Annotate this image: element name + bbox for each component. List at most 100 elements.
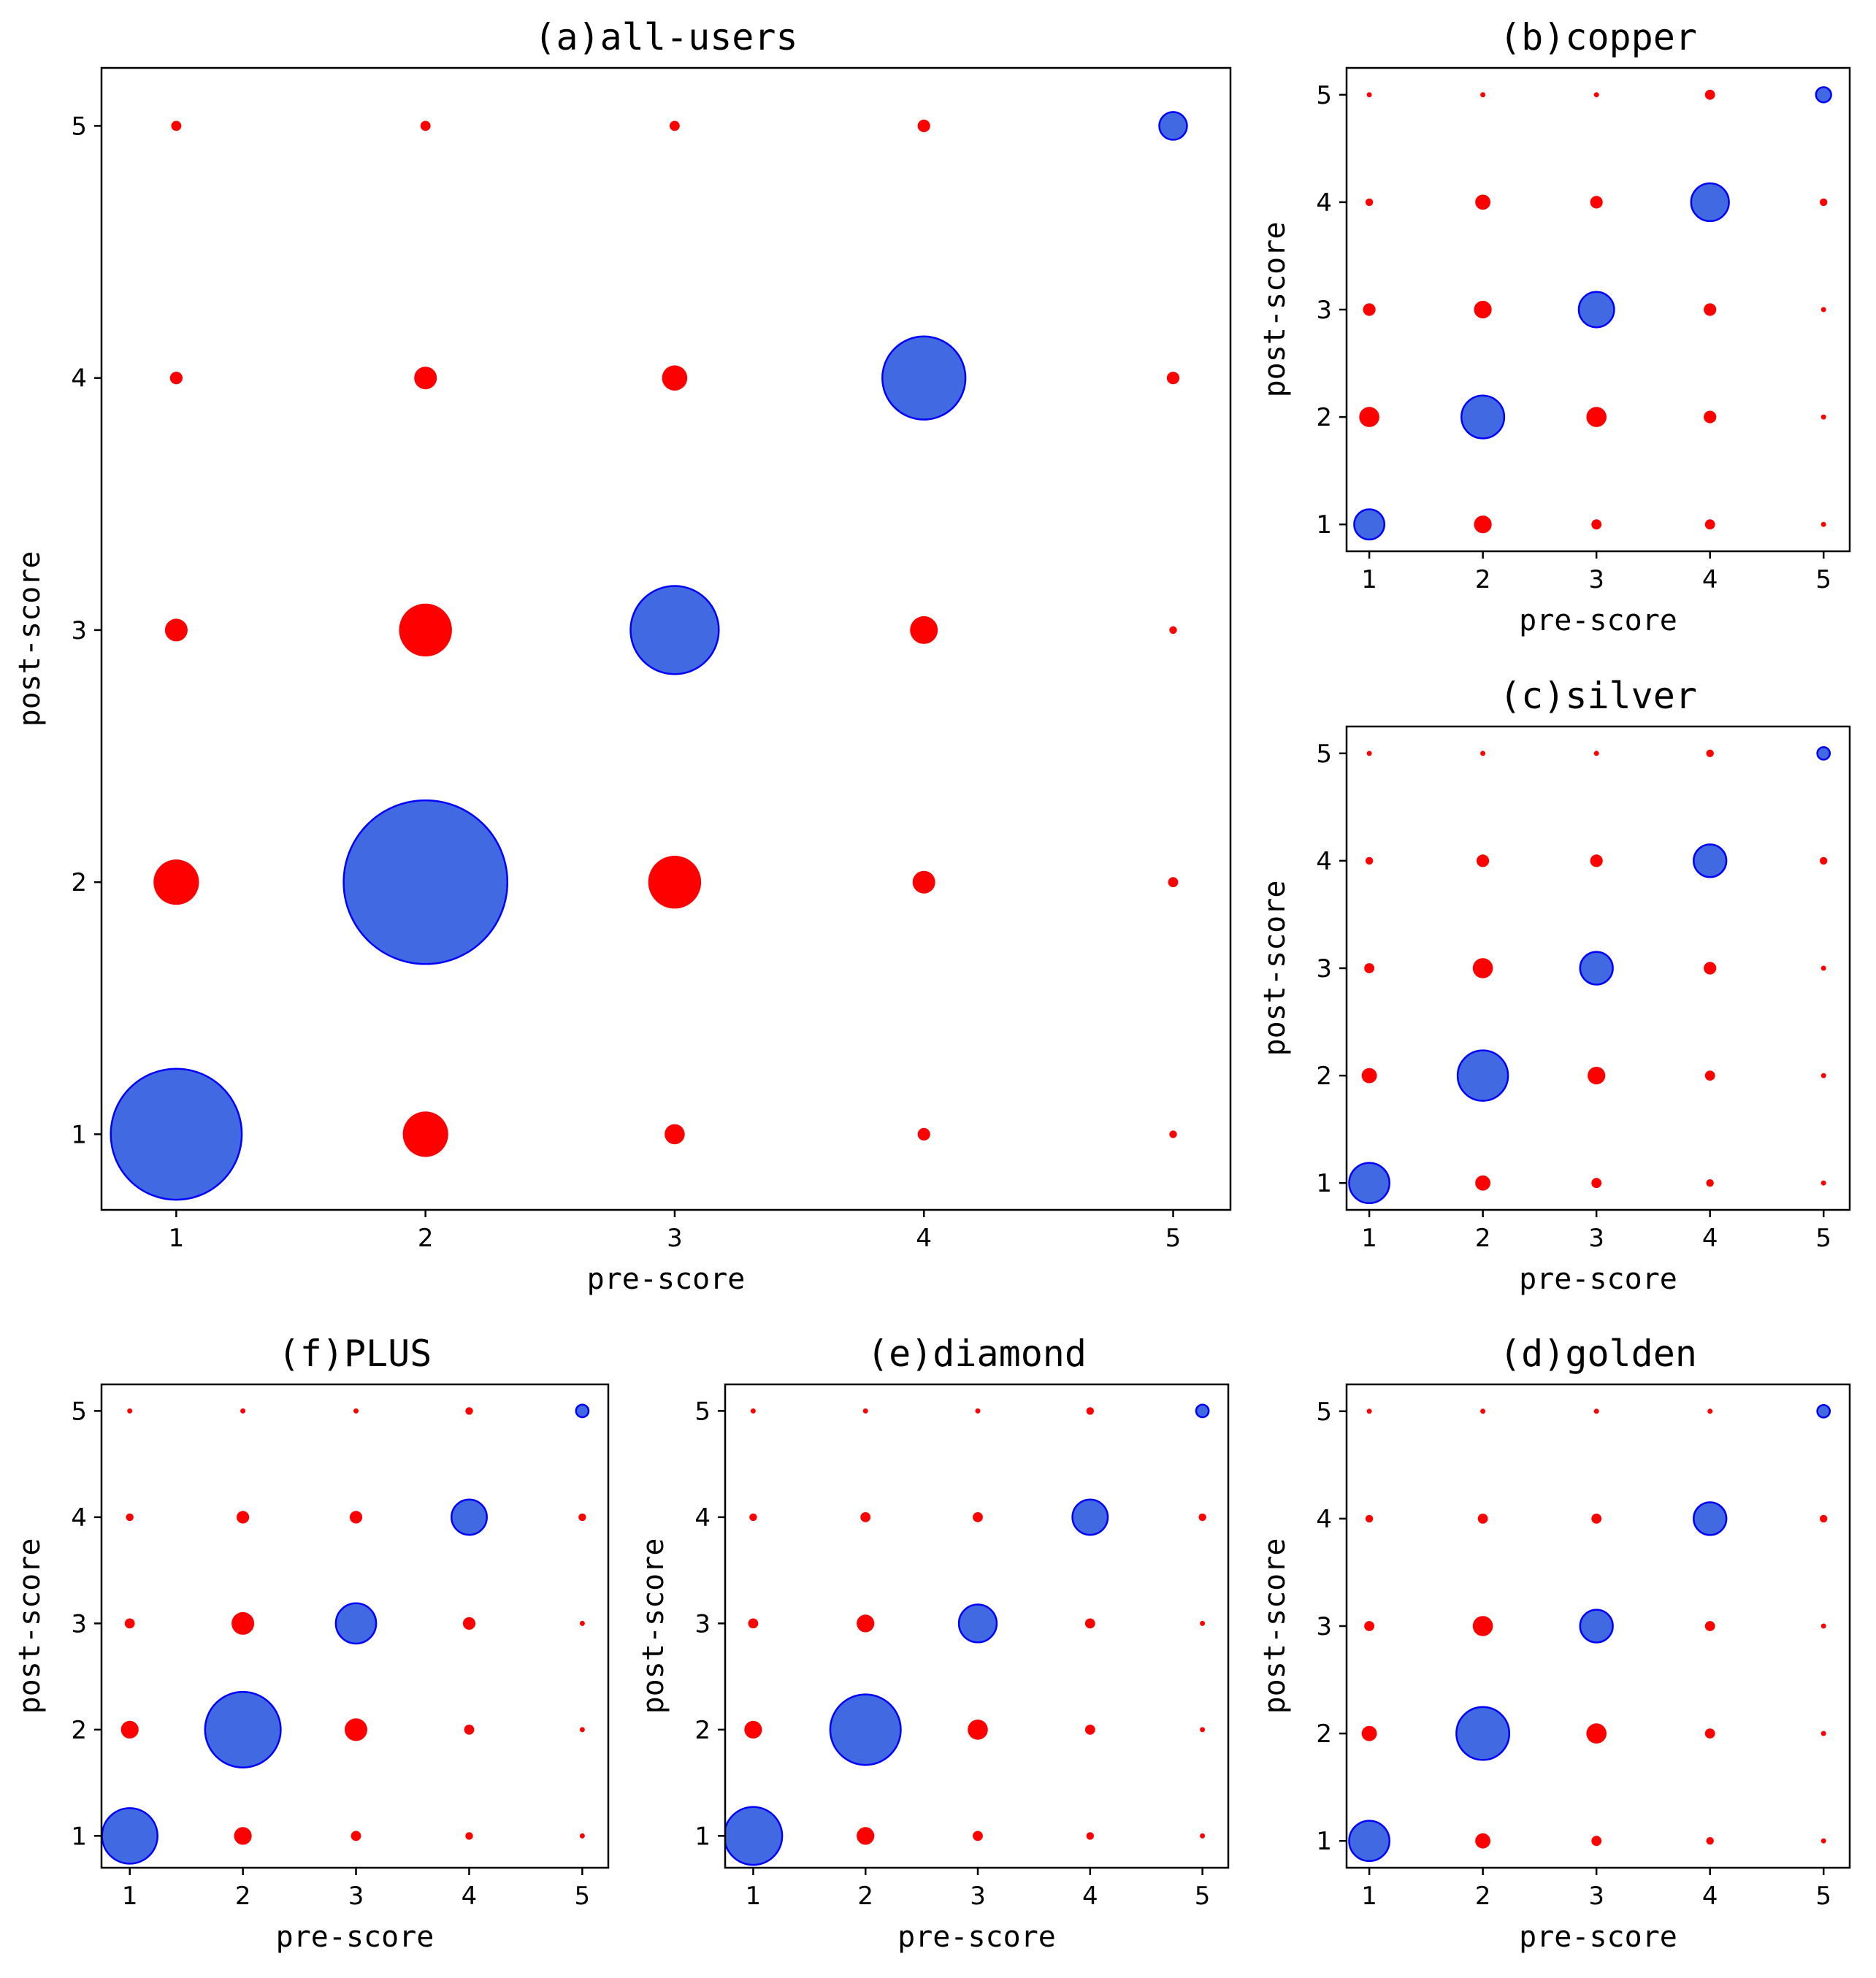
bubble-layer xyxy=(1348,745,1831,1205)
bubble-pre1-post3 xyxy=(1364,963,1374,973)
x-tick-label: 3 xyxy=(1588,1224,1604,1253)
bubble-pre4-post3 xyxy=(1704,962,1717,975)
bubble-pre3-post1 xyxy=(665,1124,685,1145)
y-tick-label: 1 xyxy=(1316,1169,1332,1198)
bubble-pre1-post4 xyxy=(749,1513,757,1522)
bubble-pre2-post1 xyxy=(402,1111,448,1157)
bubble-pre5-post4 xyxy=(1166,372,1180,385)
bubble-layer xyxy=(1353,86,1832,541)
bubble-pre1-post1 xyxy=(1348,1820,1390,1863)
x-tick-label: 5 xyxy=(1815,1224,1831,1253)
bubble-pre4-post5 xyxy=(465,1407,473,1415)
bubble-pre2-post1 xyxy=(857,1827,875,1845)
bubble-pre4-post2 xyxy=(1084,1725,1095,1735)
bubble-pre1-post3 xyxy=(164,618,188,642)
y-tick-label: 5 xyxy=(71,112,87,141)
bubble-pre3-post5 xyxy=(1593,1408,1599,1414)
bubble-pre1-post2 xyxy=(744,1720,762,1739)
bubble-pre1-post5 xyxy=(1366,92,1372,98)
bubble-pre3-post5 xyxy=(975,1408,981,1414)
bubble-pre4-post5 xyxy=(1706,749,1714,758)
y-tick-label: 1 xyxy=(71,1120,87,1149)
bubble-pre2-post2 xyxy=(204,1690,282,1768)
bubble-pre5-post4 xyxy=(1198,1513,1206,1522)
y-tick-label: 2 xyxy=(694,1716,711,1745)
bubble-pre1-post4 xyxy=(1365,198,1374,207)
x-tick-label: 1 xyxy=(1361,1882,1377,1911)
x-tick-label: 3 xyxy=(970,1882,986,1911)
bubble-pre2-post4 xyxy=(237,1511,250,1524)
bubble-pre2-post3 xyxy=(1474,300,1492,319)
y-tick-label: 1 xyxy=(1316,510,1332,540)
bubble-pre4-post1 xyxy=(465,1832,473,1840)
bubble-pre4-post1 xyxy=(917,1127,930,1141)
bubble-pre3-post4 xyxy=(973,1512,983,1522)
y-tick-label: 3 xyxy=(71,1609,87,1638)
bubble-pre4-post2 xyxy=(1704,410,1717,423)
x-tick-label: 4 xyxy=(462,1882,478,1911)
bubble-pre4-post5 xyxy=(1704,89,1715,100)
bubble-pre4-post2 xyxy=(912,870,935,894)
chart-title: (b)copper xyxy=(1499,16,1697,58)
bubble-pre2-post1 xyxy=(1475,1175,1490,1191)
bubble-pre5-post2 xyxy=(1168,877,1179,888)
bubble-pre4-post4 xyxy=(1690,182,1730,223)
bubble-pre2-post3 xyxy=(1472,1616,1493,1636)
bubble-layer xyxy=(110,111,1188,1201)
bubble-pre3-post3 xyxy=(1579,1609,1614,1644)
x-tick-label: 2 xyxy=(1475,1882,1491,1911)
bubble-pre2-post3 xyxy=(1472,958,1493,978)
chart-title: (f)PLUS xyxy=(278,1333,432,1375)
bubble-pre5-post3 xyxy=(1200,1620,1206,1626)
y-tick-label: 5 xyxy=(694,1397,711,1426)
bubble-pre3-post2 xyxy=(345,1718,367,1741)
x-tick-label: 3 xyxy=(1588,565,1604,594)
bubble-pre2-post1 xyxy=(234,1827,252,1845)
panel-f: 1 2 3 4 5 1 2 3 4 5 (f)PLUS pre-score post-score xyxy=(13,1333,610,1954)
chart-title: (c)silver xyxy=(1499,675,1697,717)
x-tick-label: 1 xyxy=(746,1882,762,1911)
bubble-pre2-post3 xyxy=(857,1614,875,1633)
bubble-pre3-post2 xyxy=(648,856,702,909)
bubble-pre3-post4 xyxy=(349,1511,363,1524)
bubble-pre3-post5 xyxy=(1593,92,1599,98)
bubble-pre3-post2 xyxy=(968,1720,988,1740)
bubble-pre1-post2 xyxy=(1359,407,1379,427)
bubble-pre1-post5 xyxy=(1366,1408,1372,1414)
y-tick-label: 5 xyxy=(71,1397,87,1426)
x-tick-label: 3 xyxy=(667,1224,683,1253)
chart-title: (e)diamond xyxy=(867,1333,1087,1375)
bubble-pre1-post1 xyxy=(1348,1162,1390,1205)
bubble-pre1-post1 xyxy=(725,1806,784,1866)
bubble-pre4-post1 xyxy=(1706,1179,1714,1187)
y-tick-label: 1 xyxy=(1316,1827,1332,1856)
bubble-pre2-post1 xyxy=(1475,1833,1490,1849)
bubble-pre1-post5 xyxy=(171,120,182,131)
bubble-pre1-post5 xyxy=(127,1408,133,1414)
bubble-pre3-post5 xyxy=(353,1408,359,1414)
bubble-pre2-post5 xyxy=(1480,751,1486,756)
x-tick-label: 4 xyxy=(1082,1882,1098,1911)
bubble-pre5-post4 xyxy=(1820,198,1828,207)
bubble-pre3-post3 xyxy=(629,585,720,675)
bubble-pre5-post5 xyxy=(1158,111,1188,141)
bubble-pre2-post3 xyxy=(231,1611,255,1635)
bubble-pre1-post1 xyxy=(110,1067,243,1201)
bubble-pre5-post1 xyxy=(1821,1180,1826,1186)
bubble-pre1-post2 xyxy=(1361,1725,1377,1741)
bubble-pre5-post5 xyxy=(1816,745,1831,761)
x-tick-label: 2 xyxy=(418,1224,434,1253)
bubble-pre5-post1 xyxy=(579,1833,585,1839)
bubble-pre1-post3 xyxy=(748,1618,759,1629)
bubble-pre2-post2 xyxy=(1460,394,1506,440)
bubble-pre3-post5 xyxy=(1593,751,1599,756)
bubble-pre5-post3 xyxy=(1821,1623,1826,1629)
bubble-pre1-post2 xyxy=(1361,1067,1377,1084)
bubble-pre5-post5 xyxy=(1195,1403,1210,1419)
x-tick-label: 3 xyxy=(348,1882,364,1911)
y-axis-label: post-score xyxy=(13,1538,47,1714)
plot-frame xyxy=(100,1383,610,1869)
x-tick-label: 1 xyxy=(1361,1224,1377,1253)
bubble-pre2-post4 xyxy=(1477,854,1490,867)
